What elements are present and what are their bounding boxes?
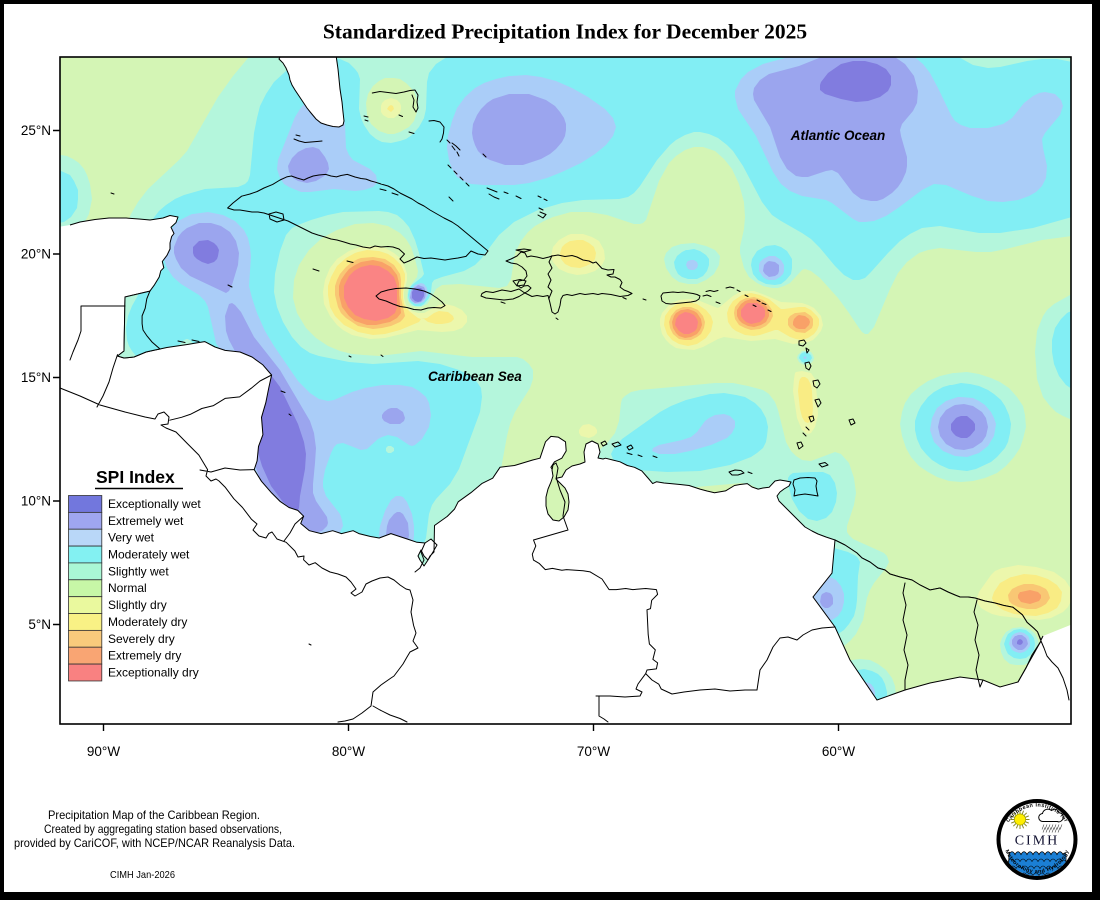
svg-text:CIMH: CIMH (1015, 834, 1060, 849)
svg-text:Moderately dry: Moderately dry (108, 615, 187, 629)
svg-text:Slightly wet: Slightly wet (108, 564, 169, 578)
svg-text:Moderately wet: Moderately wet (108, 548, 190, 562)
svg-text:Exceptionally dry: Exceptionally dry (108, 666, 199, 680)
svg-text:Slightly dry: Slightly dry (108, 598, 167, 612)
svg-text:SPI Index: SPI Index (96, 467, 175, 487)
svg-text:90°W: 90°W (87, 744, 120, 759)
svg-text:Extremely wet: Extremely wet (108, 514, 184, 528)
svg-text:Caribbean Sea: Caribbean Sea (428, 369, 522, 384)
svg-text:25°N: 25°N (21, 123, 51, 138)
svg-text:20°N: 20°N (21, 247, 51, 262)
svg-text:Exceptionally wet: Exceptionally wet (108, 497, 201, 511)
svg-text:80°W: 80°W (332, 744, 365, 759)
svg-text:Extremely dry: Extremely dry (108, 649, 181, 663)
svg-text:Precipitation Map of the Carib: Precipitation Map of the Caribbean Regio… (48, 808, 260, 822)
svg-text:70°W: 70°W (577, 744, 610, 759)
svg-text:Normal: Normal (108, 581, 147, 595)
svg-text:10°N: 10°N (21, 494, 51, 509)
svg-text:Standardized Precipitation Ind: Standardized Precipitation Index for Dec… (323, 20, 807, 44)
svg-text:CIMH Jan-2026: CIMH Jan-2026 (110, 869, 175, 881)
svg-text:15°N: 15°N (21, 370, 51, 385)
svg-text:provided by CariCOF, with NCEP: provided by CariCOF, with NCEP/NCAR Rean… (14, 836, 295, 850)
svg-text:Created by aggregating station: Created by aggregating station based obs… (44, 822, 282, 836)
svg-text:Severely dry: Severely dry (108, 632, 175, 646)
svg-text:Very wet: Very wet (108, 531, 155, 545)
svg-text:Atlantic Ocean: Atlantic Ocean (790, 128, 886, 143)
svg-text:60°W: 60°W (822, 744, 855, 759)
svg-text:5°N: 5°N (28, 617, 51, 632)
